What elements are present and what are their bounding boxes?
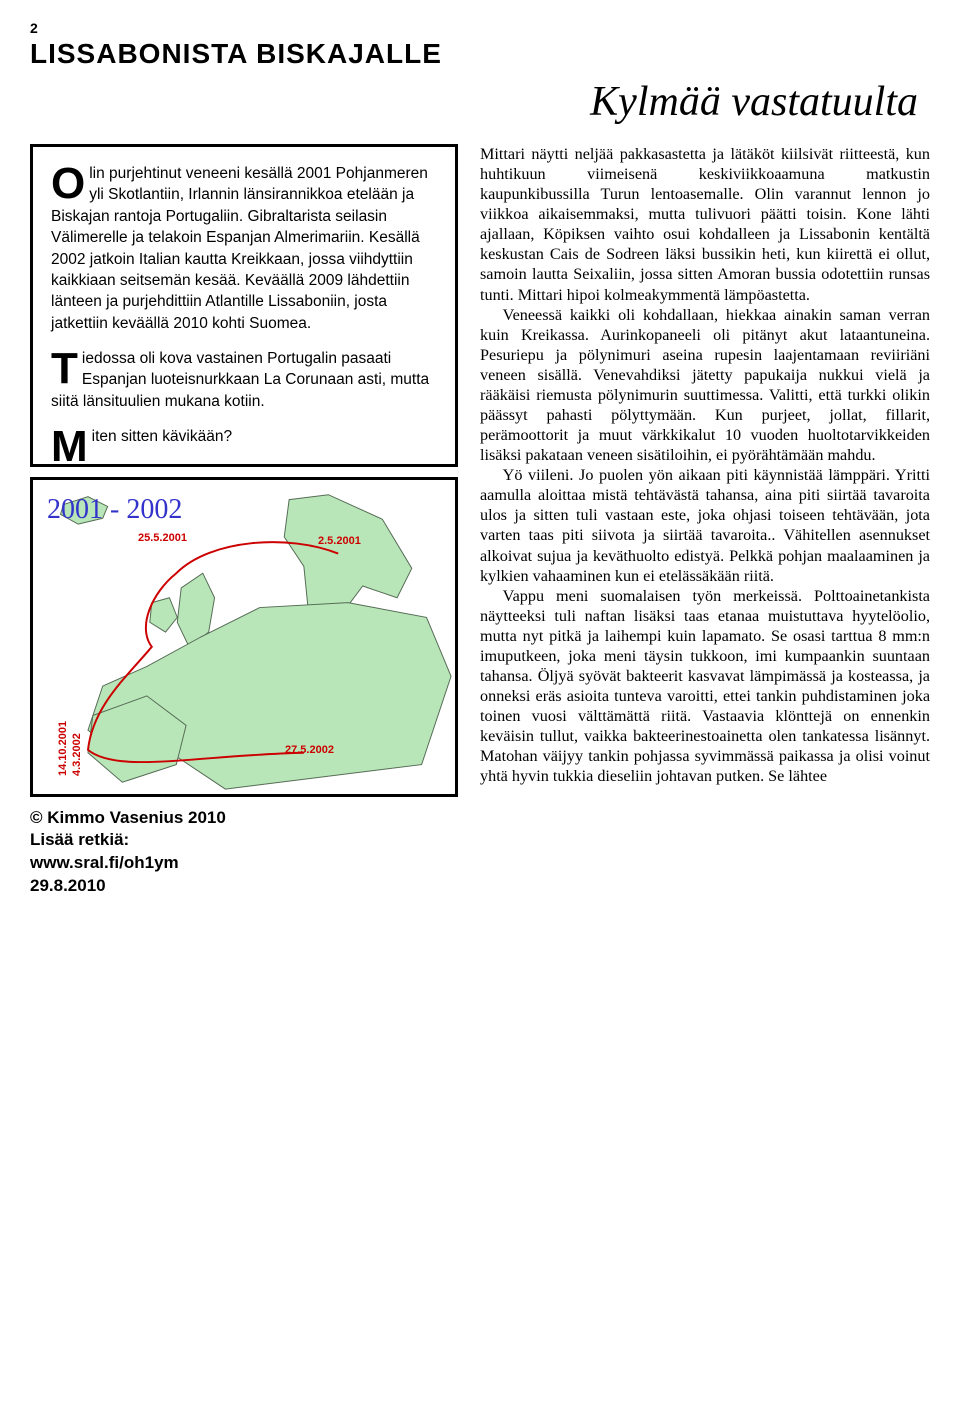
intro-box: O lin purjehtinut veneeni kesällä 2001 P…: [30, 144, 458, 467]
dropcap-t: T: [51, 350, 78, 387]
credit-url: www.sral.fi/oh1ym: [30, 852, 458, 875]
left-column: O lin purjehtinut veneeni kesällä 2001 P…: [30, 144, 458, 898]
dropcap-m: M: [51, 428, 88, 465]
map-date-3: 14.10.2001: [57, 720, 69, 775]
intro-paragraph-1: O lin purjehtinut veneeni kesällä 2001 P…: [51, 163, 437, 334]
right-column: Mittari näytti neljää pakkasastetta ja l…: [480, 144, 930, 898]
main-title: LISSABONISTA BISKAJALLE: [30, 38, 930, 70]
intro-text-2: iedossa oli kova vastainen Portugalin pa…: [51, 350, 429, 410]
intro-text-3: iten sitten kävikään?: [92, 428, 232, 445]
body-p1: Mittari näytti neljää pakkasastetta ja l…: [480, 144, 930, 305]
body-p2: Veneessä kaikki oli kohdallaan, hiekkaa …: [480, 305, 930, 466]
map-date-1: 25.5.2001: [138, 532, 187, 544]
page-number: 2: [30, 20, 930, 36]
intro-paragraph-2: T iedossa oli kova vastainen Portugalin …: [51, 348, 437, 412]
map-date-2: 2.5.2001: [318, 535, 361, 547]
credit-copyright: © Kimmo Vasenius 2010: [30, 807, 458, 830]
intro-text-1: lin purjehtinut veneeni kesällä 2001 Poh…: [51, 165, 428, 332]
map-date-5: 27.5.2002: [285, 744, 334, 756]
map-figure: 2001 - 2002 25.5.2001 2.5.2001 14.10.200…: [30, 477, 458, 797]
credits: © Kimmo Vasenius 2010 Lisää retkiä: www.…: [30, 807, 458, 899]
credit-more: Lisää retkiä:: [30, 829, 458, 852]
map-date-4: 4.3.2002: [71, 733, 83, 776]
credit-date: 29.8.2010: [30, 875, 458, 898]
intro-paragraph-3: M iten sitten kävikään?: [51, 426, 437, 447]
body-p4: Vappu meni suomalaisen työn merkeissä. P…: [480, 586, 930, 787]
map-year-label: 2001 - 2002: [47, 494, 182, 526]
dropcap-o: O: [51, 165, 85, 202]
subtitle: Kylmää vastatuulta: [30, 78, 930, 126]
map-svg: [33, 480, 455, 794]
map-land-ireland: [150, 597, 177, 631]
body-p3: Yö viileni. Jo puolen yön aikaan piti kä…: [480, 465, 930, 585]
